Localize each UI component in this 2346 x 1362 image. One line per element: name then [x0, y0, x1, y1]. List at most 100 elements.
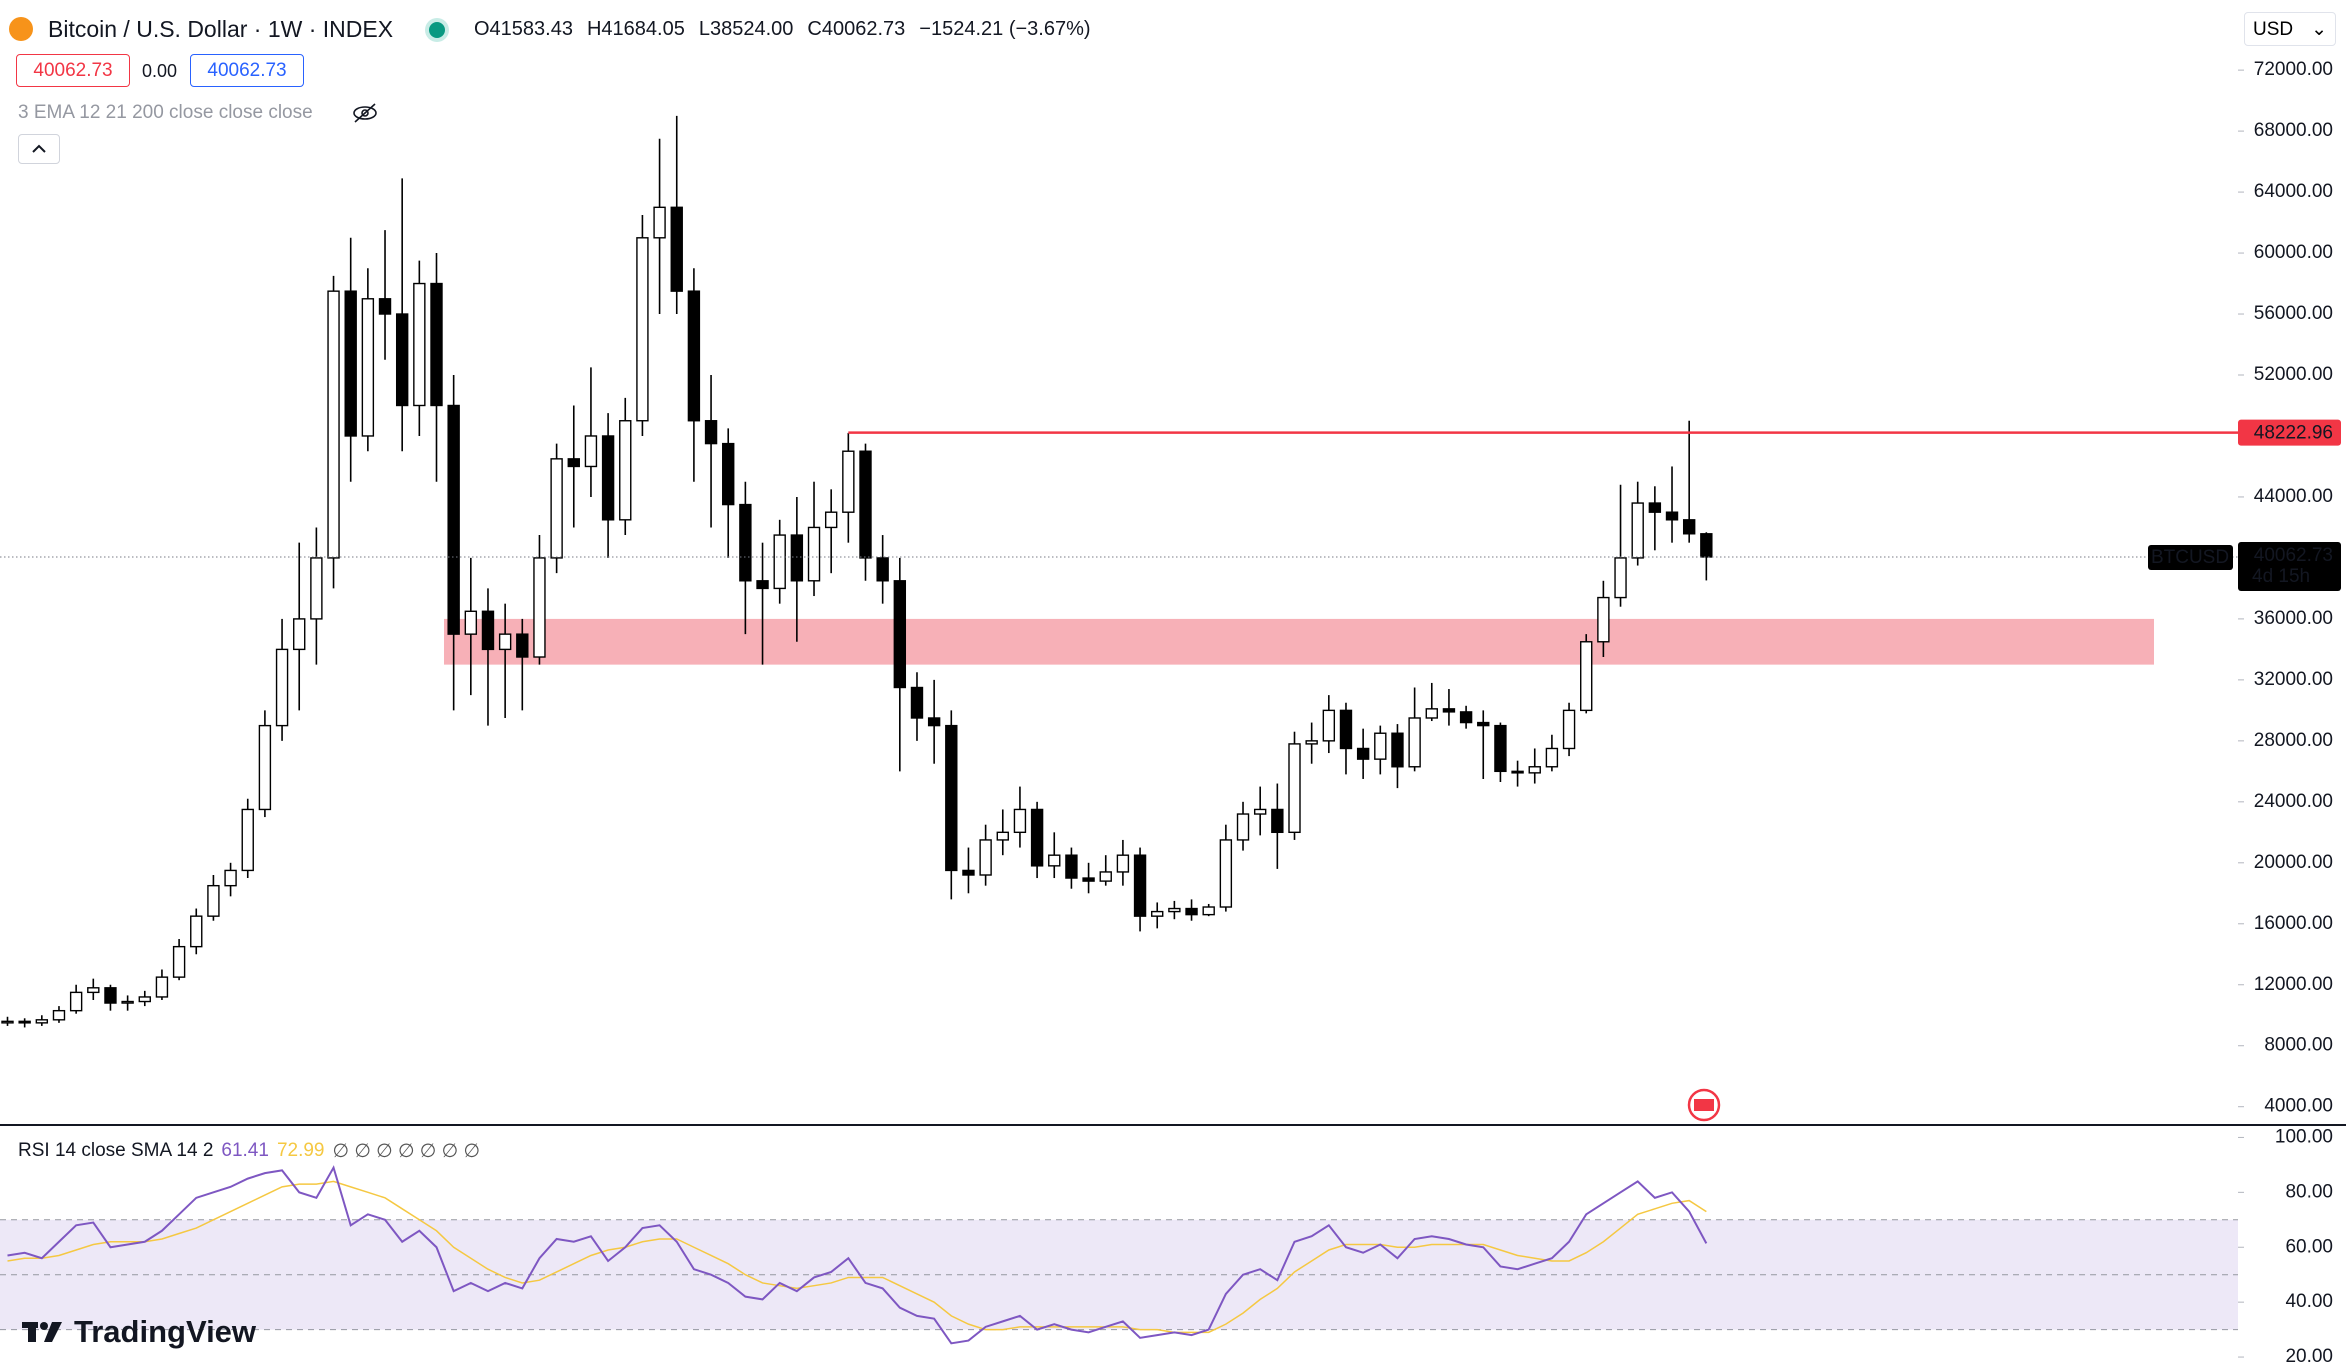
candle-body	[653, 206, 666, 239]
y-tick-label: 60000.00	[2254, 242, 2333, 263]
candle-body	[190, 915, 203, 948]
candle-body	[395, 313, 409, 407]
candle-body	[722, 442, 735, 506]
symbol-title[interactable]: Bitcoin / U.S. Dollar · 1W · INDEX	[48, 16, 394, 42]
y-tick-label: 56000.00	[2254, 303, 2333, 324]
candle-body	[310, 557, 323, 620]
candle-body	[1682, 519, 1696, 535]
candle-body	[550, 458, 563, 559]
candle-body	[241, 808, 254, 872]
candle-body	[1, 1020, 14, 1024]
candle-body	[1580, 641, 1593, 712]
candle-body	[378, 298, 392, 315]
bid-price[interactable]: 40062.73	[16, 54, 130, 87]
y-tick-label: 52000.00	[2254, 364, 2333, 385]
candle-body	[1065, 854, 1078, 879]
candle-body	[704, 420, 718, 445]
resistance-label: 48222.96	[2254, 423, 2333, 444]
logo[interactable]: TradingView	[22, 1314, 256, 1350]
candle-body	[1665, 511, 1679, 521]
candle-body	[155, 976, 169, 998]
price-label: 40062.73	[2254, 545, 2333, 566]
symbol-icon	[9, 17, 33, 41]
candle-body	[687, 290, 701, 422]
candle-body	[773, 534, 786, 590]
y-tick-label: 20000.00	[2254, 852, 2333, 873]
candle-body	[327, 290, 340, 559]
candle-body	[35, 1019, 49, 1024]
candle-body	[69, 991, 83, 1012]
candle-body	[859, 450, 872, 559]
candle-body	[1562, 709, 1576, 750]
demand-zone	[444, 618, 2154, 665]
candle-body	[1133, 854, 1147, 917]
rsi-value: 61.41	[221, 1140, 269, 1161]
candle-body	[756, 580, 769, 590]
candle-body	[1236, 813, 1250, 841]
market-status	[429, 22, 445, 38]
symbol-label: BTCUSD	[2151, 547, 2229, 568]
candle-body	[979, 839, 992, 876]
candle-body	[1528, 766, 1541, 774]
candle-body	[1700, 533, 1713, 558]
candle-body	[447, 404, 460, 635]
y-tick-label: 64000.00	[2254, 181, 2333, 202]
currency-select[interactable]: USD ⌄	[2244, 12, 2336, 46]
candle-body	[1374, 732, 1387, 760]
candle-body	[1013, 808, 1027, 834]
candle-body	[87, 987, 100, 994]
candle-body	[1202, 906, 1215, 916]
candle-body	[1219, 839, 1233, 908]
candle-body	[430, 282, 443, 407]
countdown: 4d 15h	[2252, 566, 2310, 587]
candle-body	[790, 534, 804, 582]
collapse-button[interactable]	[18, 134, 60, 164]
candle-body	[1494, 724, 1507, 773]
candle-body	[1425, 708, 1438, 719]
candle-body	[258, 724, 272, 811]
y-tick-label: 60.00	[2285, 1236, 2333, 1257]
candle-body	[1030, 808, 1044, 867]
candle-body	[1648, 502, 1662, 513]
candle-body	[1391, 732, 1404, 768]
indicator-legend[interactable]: 3 EMA 12 21 200 close close close	[18, 102, 313, 123]
candle-body	[275, 648, 289, 727]
candle-body	[1322, 709, 1336, 742]
y-tick-label: 12000.00	[2254, 974, 2333, 995]
candle-body	[962, 869, 975, 876]
candle-body	[807, 526, 821, 582]
ask-price[interactable]: 40062.73	[190, 54, 304, 87]
spread: 0.00	[142, 61, 178, 81]
y-tick-label: 100.00	[2275, 1126, 2333, 1147]
hide-icon[interactable]	[352, 102, 378, 124]
candle-body	[52, 1009, 66, 1021]
candle-body	[344, 290, 357, 437]
ohlc-item: L38524.00	[698, 18, 794, 40]
chevron	[32, 144, 46, 153]
logo-mark	[22, 1322, 62, 1342]
candle-body	[893, 580, 907, 689]
ohlc-item: O41583.43	[474, 18, 573, 40]
rsi-title[interactable]: RSI 14 close SMA 14 2	[18, 1140, 214, 1161]
candle-body	[1168, 907, 1181, 913]
y-tick-label: 40.00	[2285, 1291, 2333, 1312]
ohlc-item: C40062.73	[807, 18, 906, 40]
y-tick-label: 24000.00	[2254, 791, 2333, 812]
y-tick-label: 44000.00	[2254, 486, 2333, 507]
candle-body	[945, 724, 958, 872]
candle-body	[619, 420, 632, 521]
y-tick-label: 72000.00	[2254, 59, 2333, 80]
candle-body	[104, 987, 117, 1004]
candle-body	[1082, 877, 1095, 882]
event-flag	[1694, 1099, 1714, 1111]
candle-body	[670, 206, 683, 292]
candle-body	[1408, 717, 1421, 768]
currency: USD	[2253, 19, 2294, 40]
candle-body	[1288, 743, 1301, 834]
ohlc-item: −1524.21 (−3.67%)	[919, 18, 1091, 40]
candle-body	[1339, 709, 1353, 750]
ohlc-item: H41684.05	[586, 18, 685, 40]
candle-body	[464, 610, 478, 635]
y-tick-label: 16000.00	[2254, 913, 2333, 934]
candle-body	[361, 298, 375, 437]
